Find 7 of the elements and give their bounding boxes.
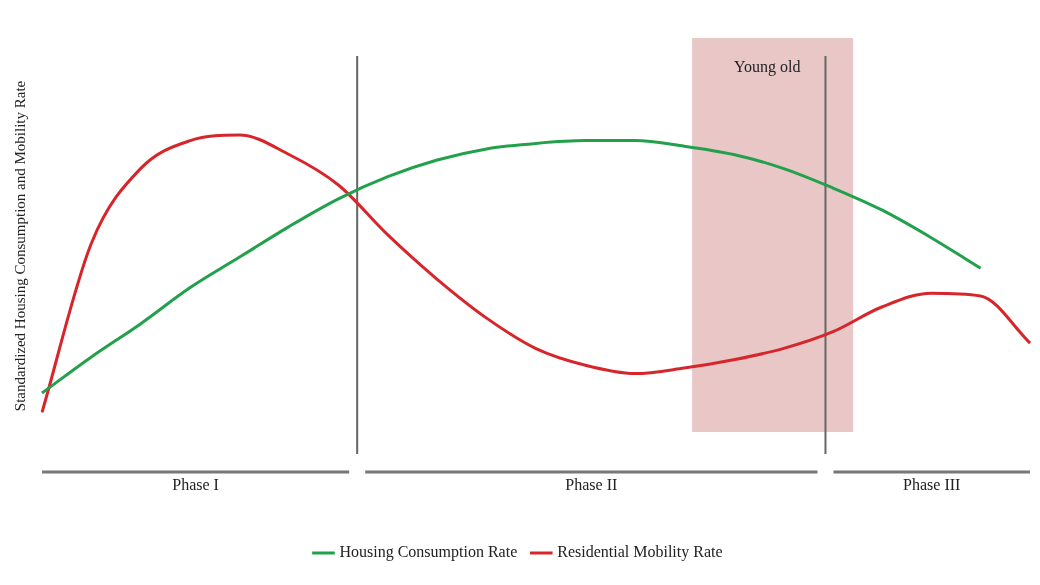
y-axis-title: Standardized Housing Consumption and Mobility Rate	[11, 80, 28, 412]
text: Phase II	[565, 476, 618, 494]
text: Phase I	[172, 476, 219, 494]
text: Young old	[734, 58, 801, 77]
legend-label: Housing Consumption Rate	[339, 543, 518, 562]
text: Phase III	[903, 476, 961, 494]
legend-label: Residential Mobility Rate	[557, 543, 723, 562]
